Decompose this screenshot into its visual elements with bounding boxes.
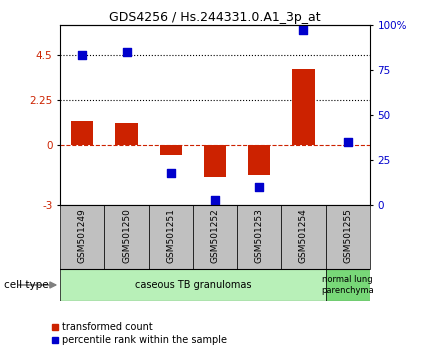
Bar: [326, 205, 370, 269]
Text: GSM501250: GSM501250: [122, 209, 131, 263]
Point: [256, 184, 263, 190]
Text: GSM501249: GSM501249: [78, 209, 87, 263]
Bar: [326, 269, 370, 301]
Bar: [149, 205, 193, 269]
Text: GSM501254: GSM501254: [299, 209, 308, 263]
Bar: [104, 205, 149, 269]
Bar: [237, 205, 281, 269]
Point: [212, 197, 218, 203]
Bar: [60, 205, 104, 269]
Point: [167, 170, 174, 176]
Bar: [60, 269, 326, 301]
Title: GDS4256 / Hs.244331.0.A1_3p_at: GDS4256 / Hs.244331.0.A1_3p_at: [109, 11, 321, 24]
Bar: [204, 145, 226, 177]
Point: [300, 27, 307, 33]
Bar: [292, 69, 314, 145]
Point: [123, 49, 130, 55]
Bar: [193, 205, 237, 269]
Bar: [116, 123, 138, 145]
Text: GSM501253: GSM501253: [255, 209, 264, 263]
Bar: [160, 145, 182, 155]
Text: cell type: cell type: [4, 280, 49, 290]
Bar: [248, 145, 270, 175]
Bar: [281, 205, 326, 269]
Point: [79, 53, 86, 58]
Bar: [71, 121, 93, 145]
Text: GSM501251: GSM501251: [166, 209, 175, 263]
Text: caseous TB granulomas: caseous TB granulomas: [135, 280, 251, 290]
Text: GSM501255: GSM501255: [343, 209, 352, 263]
Point: [344, 139, 351, 145]
Text: normal lung
parenchyma: normal lung parenchyma: [321, 275, 374, 295]
Legend: transformed count, percentile rank within the sample: transformed count, percentile rank withi…: [48, 319, 231, 349]
Text: GSM501252: GSM501252: [211, 209, 219, 263]
